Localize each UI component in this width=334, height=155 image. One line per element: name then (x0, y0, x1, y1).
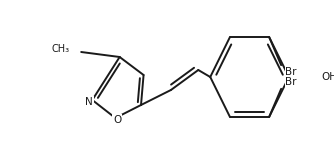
Text: CH₃: CH₃ (51, 44, 69, 54)
Text: Br: Br (285, 77, 296, 87)
Text: O: O (113, 115, 121, 125)
Text: OH: OH (321, 72, 334, 82)
Text: N: N (85, 97, 93, 107)
Text: Br: Br (285, 67, 296, 77)
